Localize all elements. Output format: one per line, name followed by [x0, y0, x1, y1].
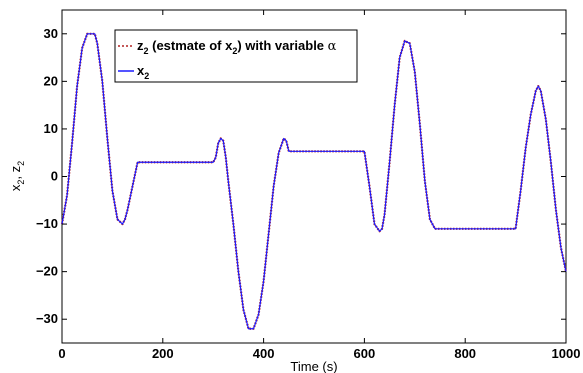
legend: z2 (estmate of x2) with variable α x2: [114, 29, 358, 83]
y-axis-label: x2, z2: [8, 161, 26, 191]
x-tick-label: 600: [354, 346, 376, 361]
legend-z2-label: z2 (estmate of x2) with variable α: [137, 38, 337, 56]
x-tick-label: 1000: [552, 346, 581, 361]
y-tick-label: 0: [51, 169, 58, 184]
series-x2-line: [61, 33, 567, 330]
y-tick-label: 20: [44, 73, 58, 88]
ticks-layer: 0 200 400 600 800 1000 −30 −20 −10 0 10 20 30: [36, 10, 581, 361]
y-tick-label: −20: [36, 264, 58, 279]
y-tick-label: 10: [44, 121, 58, 136]
legend-x2-label: x2: [137, 63, 149, 81]
y-tick-label: −30: [36, 311, 58, 326]
y-tick-label: −10: [36, 216, 58, 231]
x-axis-label: Time (s): [290, 359, 337, 373]
y-tick-label: 30: [44, 26, 58, 41]
x-tick-label: 200: [152, 346, 174, 361]
x-tick-label: 800: [454, 346, 476, 361]
x-tick-label: 0: [58, 346, 65, 361]
legend-box: [114, 29, 358, 83]
x-tick-label: 400: [253, 346, 275, 361]
series-layer: [60, 32, 568, 330]
